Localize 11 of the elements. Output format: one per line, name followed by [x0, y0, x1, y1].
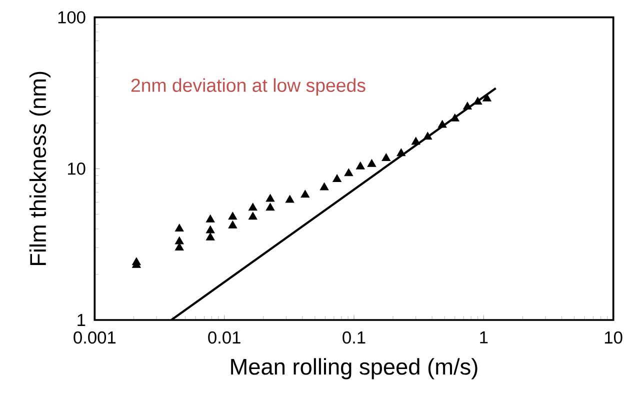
x-tick-label: 0.1 — [342, 331, 366, 344]
x-tick-label: 1 — [480, 331, 488, 344]
annotation: 2nm deviation at low speeds — [131, 78, 366, 96]
x-tick-label: 10 — [605, 331, 622, 344]
y-axis-title: Film thickness (nm) — [29, 72, 51, 266]
x-tick-label: 0.01 — [208, 331, 240, 344]
x-tick-label: 0.001 — [74, 331, 116, 344]
y-tick-label: 100 — [58, 11, 86, 24]
y-tick-label: 1 — [78, 314, 86, 326]
y-tick-label: 10 — [68, 162, 86, 175]
x-axis-title: Mean rolling speed (m/s) — [231, 358, 478, 380]
